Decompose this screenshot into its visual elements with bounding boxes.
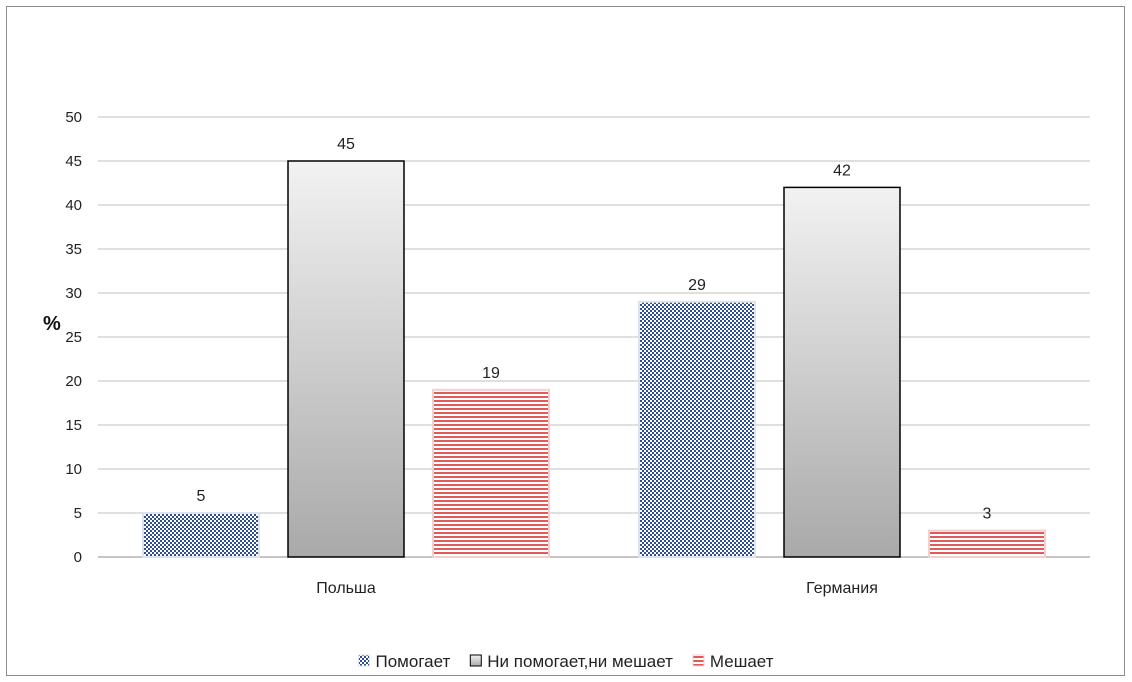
y-tick-label: 45 [65, 153, 82, 170]
category-label: Польша [316, 580, 376, 597]
bars [142, 160, 1046, 558]
legend-swatch [358, 654, 371, 667]
data-label: 45 [337, 136, 355, 153]
data-label: 5 [197, 488, 206, 505]
data-label: 19 [482, 365, 500, 382]
y-tick-label: 35 [65, 241, 82, 258]
bar-1-1 [142, 512, 260, 558]
gridlines [98, 116, 1090, 558]
legend-swatch [692, 654, 705, 667]
bar-2-2 [783, 186, 901, 558]
y-tick-label: 40 [65, 197, 82, 214]
y-tick-label: 10 [65, 461, 82, 478]
y-tick-label: 0 [74, 549, 82, 566]
category-labels: Польша Германия [316, 580, 878, 597]
bar-3-2 [928, 529, 1046, 558]
bar-1-2 [638, 300, 756, 558]
y-tick-label: 25 [65, 329, 82, 346]
legend-label: Мешает [710, 652, 774, 671]
legend: Помогает Ни помогает,ни мешает Мешает [358, 652, 774, 671]
legend-label: Помогает [376, 652, 451, 671]
y-tick-label: 30 [65, 285, 82, 302]
legend-label: Ни помогает,ни мешает [487, 652, 673, 671]
bar-3-1 [432, 388, 550, 558]
data-label: 42 [833, 162, 851, 179]
data-label: 29 [688, 277, 706, 294]
y-axis-label: % [43, 313, 61, 335]
legend-swatch [469, 654, 482, 667]
data-label: 3 [983, 506, 992, 523]
y-tick-label: 5 [74, 505, 82, 522]
chart-frame [6, 6, 1125, 676]
bar-2-1 [287, 160, 405, 558]
data-labels: 5 45 19 29 42 3 [197, 136, 992, 523]
y-axis-ticks: 0 5 10 15 20 25 30 35 40 45 50 [65, 109, 82, 566]
y-tick-label: 15 [65, 417, 82, 434]
y-tick-label: 50 [65, 109, 82, 126]
category-label: Германия [806, 580, 878, 597]
y-tick-label: 20 [65, 373, 82, 390]
